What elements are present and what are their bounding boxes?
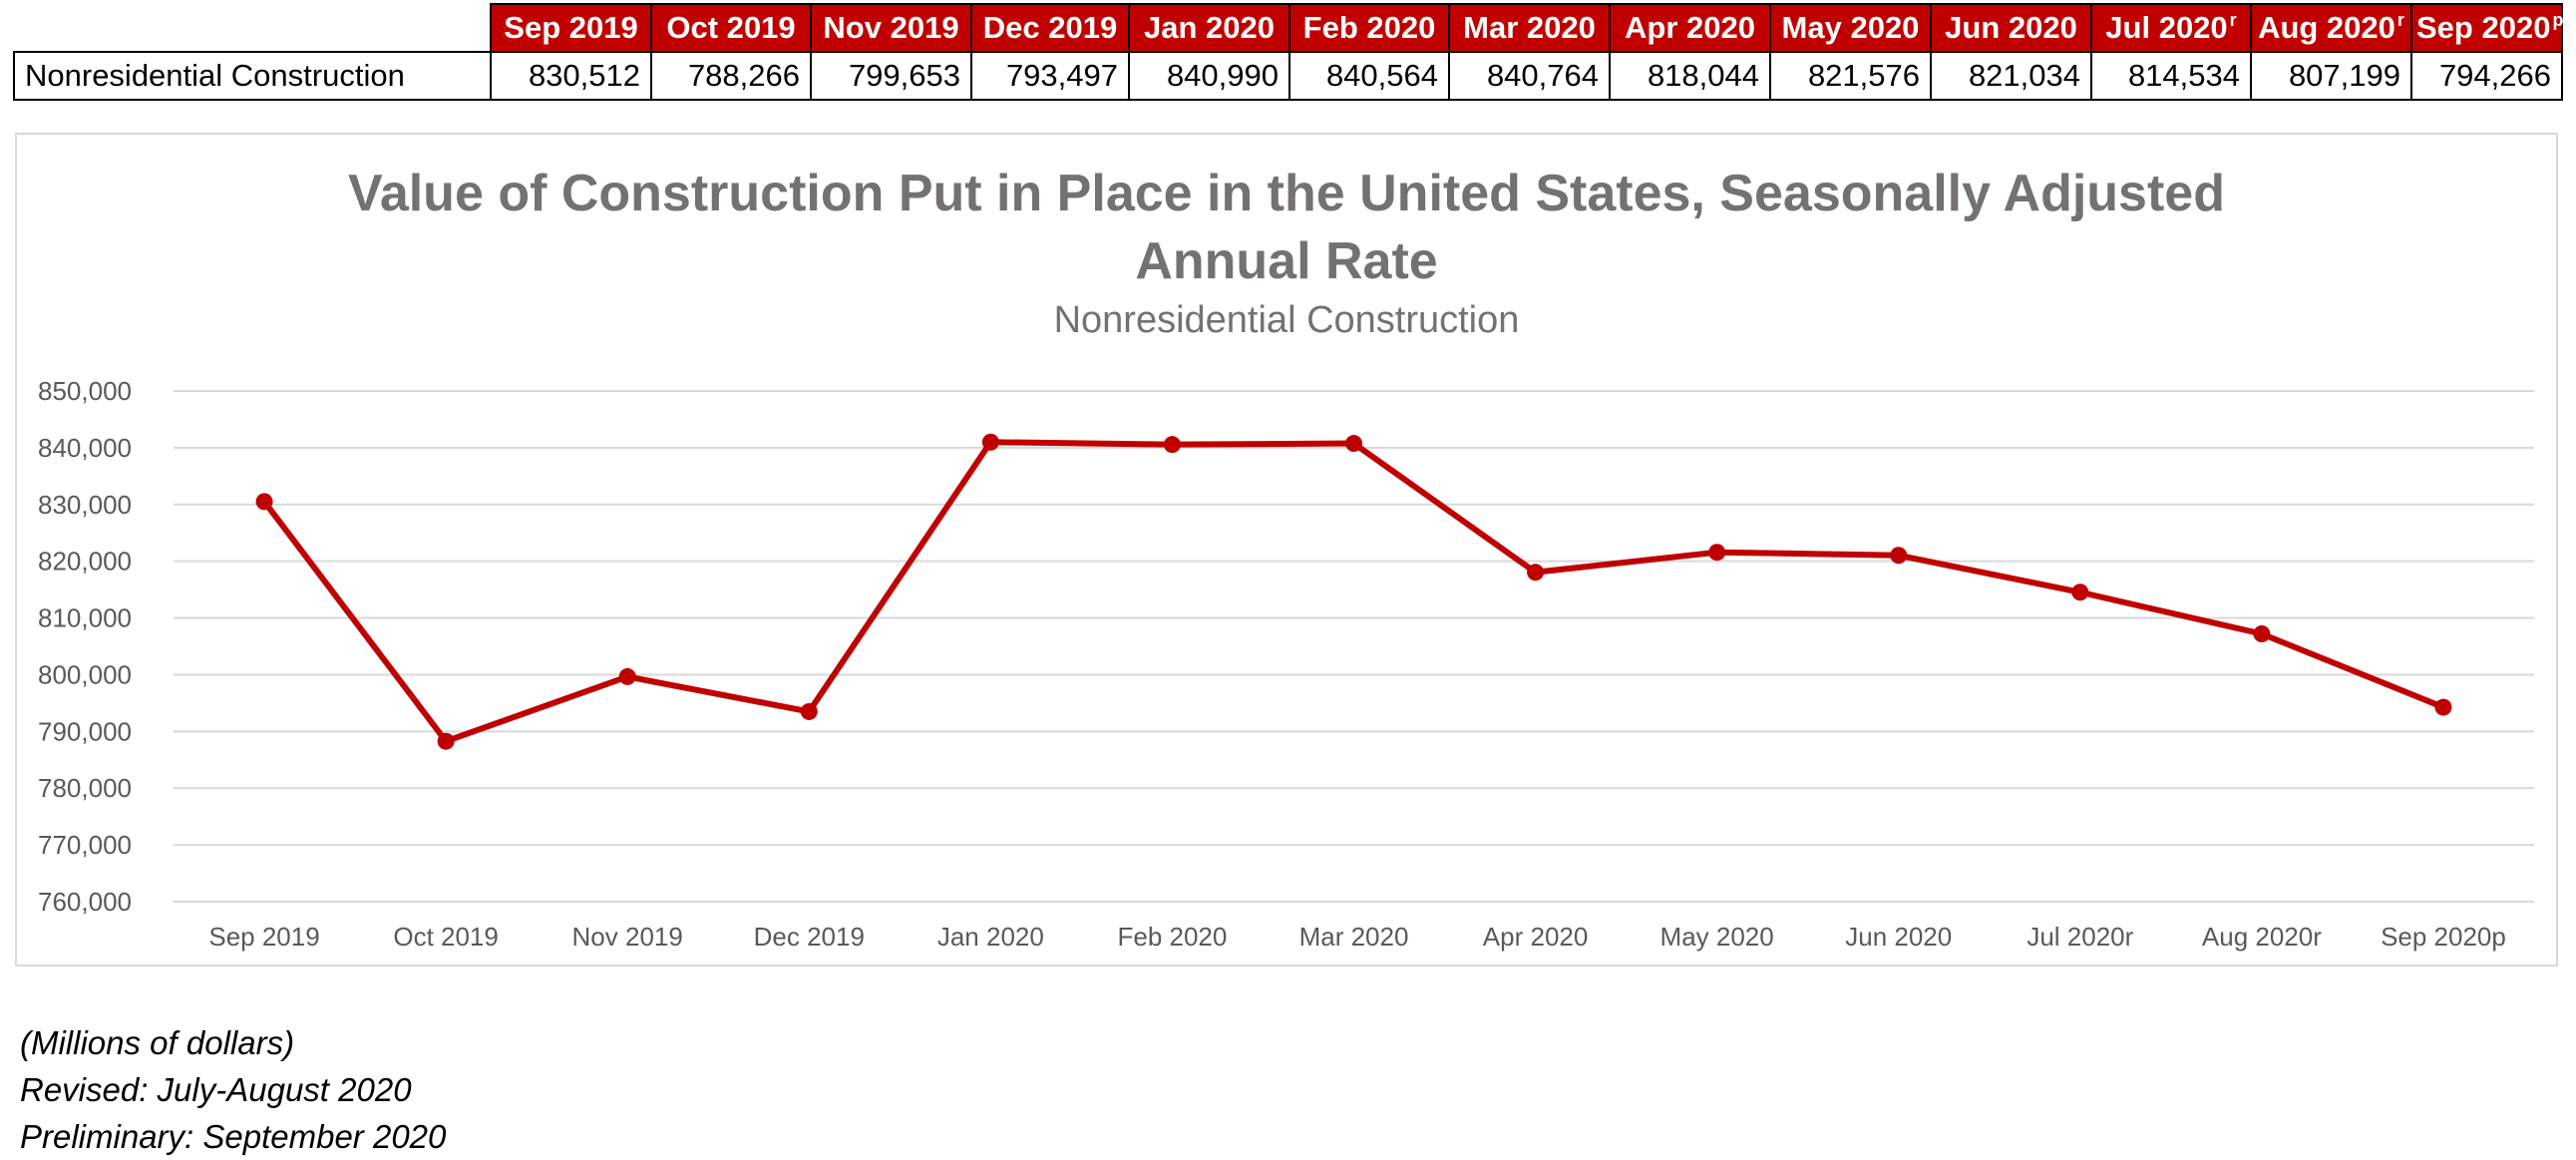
y-tick-label: 760,000 xyxy=(38,887,132,917)
y-tick-label: 800,000 xyxy=(38,659,132,689)
x-tick-label: May 2020 xyxy=(1660,922,1774,952)
table-header-cell: Nov 2019 xyxy=(810,3,972,53)
note-units: (Millions of dollars) xyxy=(20,1024,295,1061)
chart-title: Value of Construction Put in Place in th… xyxy=(17,160,2556,295)
table-header-cell: Oct 2019 xyxy=(650,3,812,53)
table-header-row: Sep 2019 Oct 2019 Nov 2019 Dec 2019 Jan 2020… xyxy=(14,3,2564,53)
data-point xyxy=(2434,698,2452,716)
y-tick-label: 780,000 xyxy=(38,773,132,803)
x-tick-label: Dec 2019 xyxy=(754,922,865,952)
table-header-cell: Feb 2020 xyxy=(1288,3,1450,53)
table-value-cell: 840,990 xyxy=(1128,51,1290,101)
table-header-cell: Sep 2019 xyxy=(490,3,652,53)
series-line-group xyxy=(261,439,2446,745)
data-point xyxy=(1345,435,1362,453)
series-line xyxy=(261,439,2446,745)
y-tick-label: 770,000 xyxy=(38,830,132,860)
table-value-cell: 814,534 xyxy=(2090,51,2252,101)
table-header-cell: Jun 2020 xyxy=(1930,3,2092,53)
table-value-cell: 840,564 xyxy=(1288,51,1450,101)
x-axis-tick-labels: Sep 2019 Oct 2019 Nov 2019 Dec 2019 Jan 2020… xyxy=(208,922,2505,952)
table-row-label: Nonresidential Construction xyxy=(13,51,492,101)
x-tick-label: Nov 2019 xyxy=(572,922,683,952)
data-point xyxy=(981,433,999,451)
table-header-cell: Sep 2020 p xyxy=(2410,3,2564,53)
table-value-cell: 799,653 xyxy=(810,51,972,101)
table-value-cell: 818,044 xyxy=(1609,51,1771,101)
table-header-cell: Aug 2020 r xyxy=(2250,3,2412,53)
x-tick-label: Jul 2020r xyxy=(2026,922,2133,952)
table-header-cell: Mar 2020 xyxy=(1448,3,1611,53)
y-axis-tick-labels: 760,000 770,000 780,000 790,000 800,000 810,0… xyxy=(38,376,132,917)
chart-panel: Value of Construction Put in Place in th… xyxy=(15,133,2558,967)
data-point xyxy=(2253,624,2271,642)
x-tick-label: Mar 2020 xyxy=(1299,922,1409,952)
y-tick-label: 810,000 xyxy=(38,603,132,633)
data-point xyxy=(2071,583,2089,601)
table-header-cell: Dec 2019 xyxy=(970,3,1130,53)
table-value-cell: 840,764 xyxy=(1448,51,1611,101)
data-point xyxy=(1708,544,1726,562)
y-tick-label: 840,000 xyxy=(38,433,132,463)
header-footnote-marker: p xyxy=(2552,10,2564,30)
note-preliminary: Preliminary: September 2020 xyxy=(20,1118,447,1155)
table-header-cell: Jul 2020 r xyxy=(2090,3,2252,53)
data-point xyxy=(437,732,455,750)
x-tick-label: Jun 2020 xyxy=(1845,922,1952,952)
table-value-cell: 821,034 xyxy=(1930,51,2092,101)
y-tick-label: 790,000 xyxy=(38,716,132,746)
y-tick-label: 830,000 xyxy=(38,490,132,520)
data-point xyxy=(1890,547,1908,565)
x-tick-label: Sep 2019 xyxy=(208,922,319,952)
gridlines xyxy=(174,390,2534,903)
data-points xyxy=(255,433,2452,750)
table-header-cell: Apr 2020 xyxy=(1609,3,1771,53)
y-tick-label: 820,000 xyxy=(38,547,132,577)
table-value-cell: 788,266 xyxy=(650,51,812,101)
chart-subtitle: Nonresidential Construction xyxy=(1053,299,1520,341)
data-point xyxy=(1527,564,1545,581)
x-tick-label: Sep 2020p xyxy=(2381,922,2506,952)
chart-title-text: Value of Construction Put in Place in th… xyxy=(348,165,2225,290)
y-tick-label: 850,000 xyxy=(38,376,132,406)
line-chart: 760,000 770,000 780,000 790,000 800,000 810,0… xyxy=(38,376,2534,952)
data-point xyxy=(255,493,273,511)
x-tick-label: Feb 2020 xyxy=(1117,922,1227,952)
table-corner-cell xyxy=(14,4,492,53)
data-point xyxy=(1163,436,1181,454)
header-footnote-marker: r xyxy=(2229,10,2237,30)
table-header-cell: May 2020 xyxy=(1769,3,1932,53)
table-value-cell: 821,576 xyxy=(1769,51,1932,101)
data-point xyxy=(800,702,818,720)
table-row: Nonresidential Construction 830,512 788,2… xyxy=(13,51,2563,101)
note-revised: Revised: July-August 2020 xyxy=(20,1071,412,1108)
header-footnote-marker: r xyxy=(2396,10,2404,30)
table-value-cell: 793,497 xyxy=(970,51,1130,101)
data-table: Sep 2019 Oct 2019 Nov 2019 Dec 2019 Jan 2020… xyxy=(13,3,2563,101)
data-point xyxy=(618,667,636,685)
x-tick-label: Jan 2020 xyxy=(937,922,1044,952)
table-header-cell: Jan 2020 xyxy=(1128,3,1290,53)
notes: (Millions of dollars) Revised: July-Augu… xyxy=(20,1019,446,1160)
x-tick-label: Aug 2020r xyxy=(2202,922,2322,952)
x-tick-label: Oct 2019 xyxy=(393,922,499,952)
x-tick-label: Apr 2020 xyxy=(1483,922,1589,952)
table-value-cell: 830,512 xyxy=(490,51,652,101)
table-value-cell: 807,199 xyxy=(2250,51,2412,101)
table-value-cell: 794,266 xyxy=(2410,51,2563,101)
